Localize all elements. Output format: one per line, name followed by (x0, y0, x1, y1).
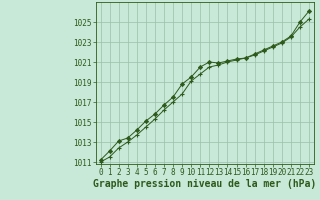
X-axis label: Graphe pression niveau de la mer (hPa): Graphe pression niveau de la mer (hPa) (93, 179, 316, 189)
